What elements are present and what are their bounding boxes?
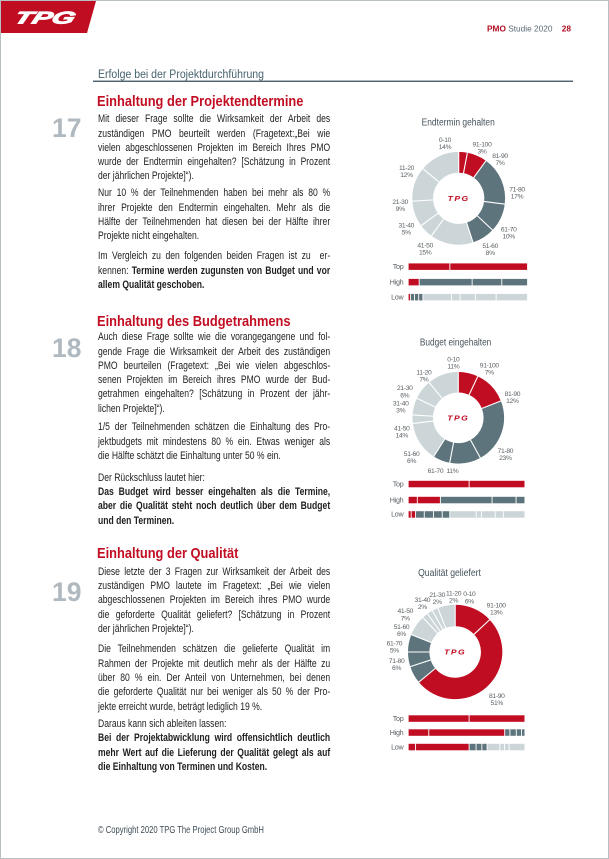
- svg-text:21-302%: 21-30 2%: [429, 592, 445, 606]
- svg-text:Top: Top: [393, 262, 404, 271]
- svg-text:71-806%: 71-80 6%: [389, 658, 405, 672]
- svg-text:Budget eingehalten: Budget eingehalten: [420, 338, 491, 349]
- svg-text:0-106%: 0-10 6%: [463, 591, 476, 605]
- svg-text:Low: Low: [391, 742, 404, 751]
- svg-text:Top: Top: [393, 479, 404, 488]
- svg-text:Top: Top: [393, 714, 404, 723]
- svg-text:PMO Studie 2020: PMO Studie 2020: [487, 24, 553, 34]
- svg-text:51-606%: 51-60 6%: [394, 624, 410, 638]
- svg-text:Qualität geliefert: Qualität geliefert: [418, 568, 481, 579]
- svg-text:11-202%: 11-20 2%: [446, 591, 462, 605]
- svg-text:31-402%: 31-40 2%: [415, 597, 431, 611]
- svg-text:21-306%: 21-30 6%: [397, 385, 413, 399]
- svg-text:Endtermin gehalten: Endtermin gehalten: [422, 118, 495, 129]
- svg-text:28: 28: [562, 24, 572, 34]
- svg-text:81-907%: 81-90 7%: [492, 153, 508, 167]
- svg-text:TPG: TPG: [447, 415, 469, 422]
- svg-text:Low: Low: [391, 292, 404, 301]
- svg-text:11-207%: 11-20 7%: [416, 369, 432, 383]
- svg-text:TPG: TPG: [12, 8, 80, 27]
- svg-text:51-608%: 51-60 8%: [482, 243, 498, 257]
- svg-text:TPG: TPG: [444, 650, 466, 657]
- svg-text:21-309%: 21-30 9%: [392, 199, 408, 213]
- svg-text:31-405%: 31-40 5%: [398, 222, 414, 236]
- svg-text:31-403%: 31-40 3%: [393, 400, 409, 414]
- svg-text:High: High: [390, 277, 404, 286]
- svg-text:51-606%: 51-60 6%: [404, 451, 420, 465]
- svg-text:High: High: [390, 728, 404, 737]
- svg-text:41-507%: 41-50 7%: [397, 608, 413, 622]
- svg-text:61-705%: 61-70 5%: [387, 640, 403, 654]
- svg-text:Low: Low: [391, 510, 404, 519]
- svg-text:TPG: TPG: [448, 196, 470, 203]
- svg-text:61-70 11%: 61-70 11%: [428, 468, 459, 475]
- svg-text:High: High: [390, 495, 404, 504]
